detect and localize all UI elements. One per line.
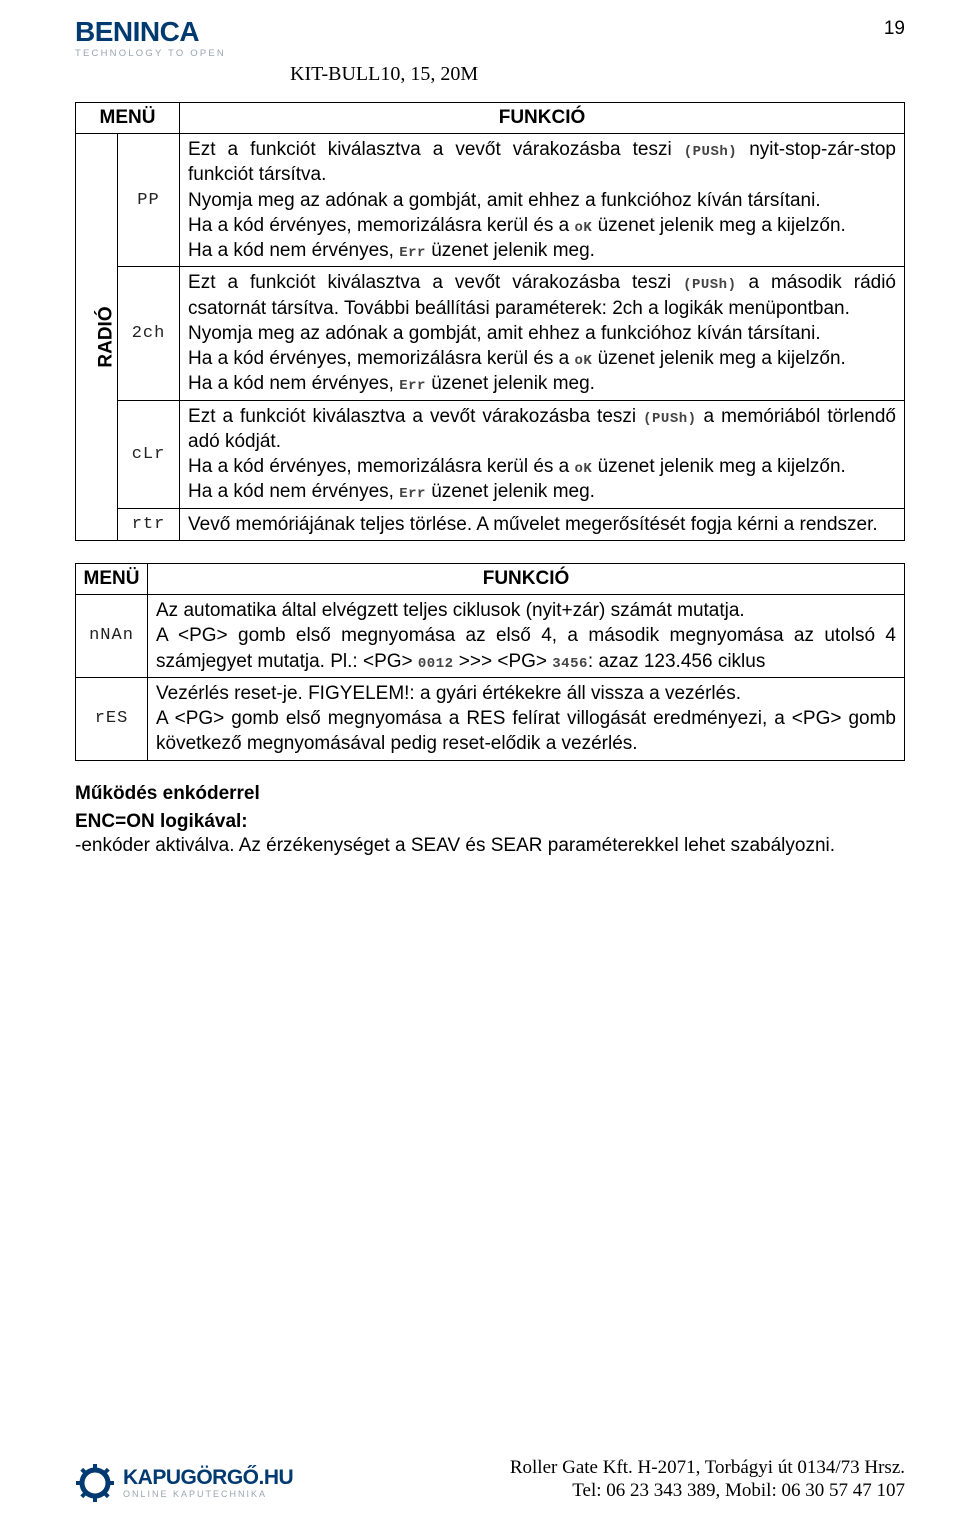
desc-cell: Ezt a funkciót kiválasztva a vevőt várak… <box>180 267 905 400</box>
desc-cell: Vevő memóriájának teljes törlése. A műve… <box>180 508 905 540</box>
header-menu: MENÜ <box>76 563 148 594</box>
text: Ezt a funkciót kiválasztva a vevőt várak… <box>188 139 684 160</box>
text: Nyomja meg az adónak a gombját, amit ehh… <box>188 323 821 344</box>
section-heading-1: Működés enkóderrel <box>75 783 905 805</box>
text: Ha a kód érvényes, memorizálásra kerül é… <box>188 215 575 236</box>
table-row: RADIÓ PP Ezt a funkciót kiválasztva a ve… <box>76 134 905 267</box>
code-cell: PP <box>118 134 180 267</box>
menu-table-extra: MENÜ FUNKCIÓ nNAn Az automatika által el… <box>75 563 905 761</box>
table-row: rES Vezérlés reset-je. FIGYELEM!: a gyár… <box>76 677 905 760</box>
text: üzenet jelenik meg a kijelzőn. <box>592 215 845 236</box>
desc-cell: Az automatika által elvégzett teljes cik… <box>148 594 905 677</box>
footer-logo-sub: ONLINE KAPUTECHNIKA <box>123 1490 293 1499</box>
text: üzenet jelenik meg. <box>426 481 595 502</box>
seg-code: rtr <box>132 515 166 534</box>
seg-inline: Err <box>399 486 426 502</box>
footer-line-1: Roller Gate Kft. H-2071, Torbágyi út 013… <box>510 1456 905 1480</box>
table-row: 2ch Ezt a funkciót kiválasztva a vevőt v… <box>76 267 905 400</box>
text: >>> <PG> <box>454 651 553 672</box>
seg-code: PP <box>137 191 159 210</box>
table-header-row: MENÜ FUNKCIÓ <box>76 103 905 134</box>
menu-table-radio: MENÜ FUNKCIÓ RADIÓ PP Ezt a funkciót kiv… <box>75 102 905 541</box>
footer-contact: Roller Gate Kft. H-2071, Torbágyi út 013… <box>510 1456 905 1504</box>
text: Az automatika által elvégzett teljes cik… <box>156 600 745 621</box>
side-label-cell: RADIÓ <box>76 134 118 541</box>
brand-tagline: TECHNOLOGY TO OPEN <box>75 48 226 59</box>
text: üzenet jelenik meg. <box>426 373 595 394</box>
seg-inline: (PUSh) <box>643 411 696 427</box>
section-body: -enkóder aktiválva. Az érzékenységet a S… <box>75 833 905 858</box>
page-number: 19 <box>884 18 905 40</box>
brand-name: BENINCA <box>75 18 226 46</box>
table-header-row: MENÜ FUNKCIÓ <box>76 563 905 594</box>
footer-line-2: Tel: 06 23 343 389, Mobil: 06 30 57 47 1… <box>510 1479 905 1503</box>
table-row: nNAn Az automatika által elvégzett telje… <box>76 594 905 677</box>
footer-logo: KAPUGÖRGŐ.HU ONLINE KAPUTECHNIKA <box>75 1463 293 1503</box>
text: Vevő memóriájának teljes törlése. A műve… <box>188 514 878 535</box>
desc-cell: Ezt a funkciót kiválasztva a vevőt várak… <box>180 134 905 267</box>
seg-inline: oK <box>575 353 593 369</box>
side-label: RADIÓ <box>96 306 118 367</box>
seg-inline: (PUSh) <box>683 277 736 293</box>
text: üzenet jelenik meg a kijelzőn. <box>592 456 845 477</box>
text: : azaz 123.456 ciklus <box>588 651 765 672</box>
page-footer: KAPUGÖRGŐ.HU ONLINE KAPUTECHNIKA Roller … <box>75 1456 905 1504</box>
seg-inline: Err <box>399 245 426 261</box>
seg-inline: oK <box>575 220 593 236</box>
code-cell: cLr <box>118 400 180 508</box>
document-title: KIT-BULL10, 15, 20M <box>290 63 905 86</box>
text: Ezt a funkciót kiválasztva a vevőt várak… <box>188 406 643 427</box>
seg-inline: 3456 <box>552 656 588 672</box>
text: Ha a kód nem érvényes, <box>188 373 399 394</box>
seg-code: 2ch <box>132 324 166 343</box>
text: Ha a kód érvényes, memorizálásra kerül é… <box>188 456 575 477</box>
code-cell: rES <box>76 677 148 760</box>
code-cell: nNAn <box>76 594 148 677</box>
desc-cell: Ezt a funkciót kiválasztva a vevőt várak… <box>180 400 905 508</box>
seg-inline: oK <box>575 461 593 477</box>
seg-inline: 0012 <box>418 656 454 672</box>
seg-inline: (PUSh) <box>684 144 737 160</box>
header-func: FUNKCIÓ <box>148 563 905 594</box>
seg-inline: Err <box>399 378 426 394</box>
text: Ha a kód nem érvényes, <box>188 481 399 502</box>
text: Ha a kód érvényes, memorizálásra kerül é… <box>188 348 575 369</box>
desc-cell: Vezérlés reset-je. FIGYELEM!: a gyári ér… <box>148 677 905 760</box>
seg-code: rES <box>95 709 129 728</box>
brand-logo: BENINCA TECHNOLOGY TO OPEN <box>75 18 226 59</box>
text: üzenet jelenik meg. <box>426 240 595 261</box>
table-row: rtr Vevő memóriájának teljes törlése. A … <box>76 508 905 540</box>
text: Ezt a funkciót kiválasztva a vevőt várak… <box>188 272 683 293</box>
code-cell: 2ch <box>118 267 180 400</box>
page-header: BENINCA TECHNOLOGY TO OPEN 19 <box>75 18 905 59</box>
text: Vezérlés reset-je. FIGYELEM!: a gyári ér… <box>156 683 741 704</box>
gear-icon <box>75 1463 115 1503</box>
footer-logo-main: KAPUGÖRGŐ.HU <box>123 1467 293 1488</box>
text: üzenet jelenik meg a kijelzőn. <box>592 348 845 369</box>
code-cell: rtr <box>118 508 180 540</box>
header-menu: MENÜ <box>76 103 180 134</box>
text: Ha a kód nem érvényes, <box>188 240 399 261</box>
seg-code: cLr <box>132 445 166 464</box>
header-func: FUNKCIÓ <box>180 103 905 134</box>
section-heading-2: ENC=ON logikával: <box>75 811 905 833</box>
text: Nyomja meg az adónak a gombját, amit ehh… <box>188 190 821 211</box>
text: A <PG> gomb első megnyomása a RES felíra… <box>156 708 896 754</box>
table-row: cLr Ezt a funkciót kiválasztva a vevőt v… <box>76 400 905 508</box>
seg-code: nNAn <box>89 626 134 645</box>
